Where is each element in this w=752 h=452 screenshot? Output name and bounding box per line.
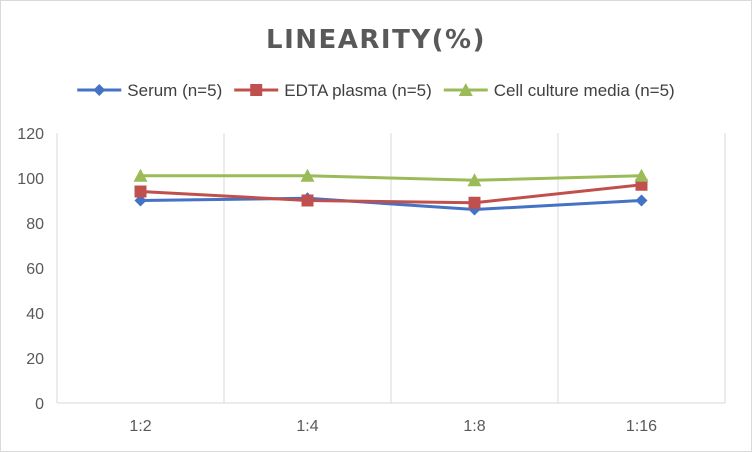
data-point [134, 185, 147, 198]
series-line [140, 196, 642, 211]
legend-marker [458, 83, 473, 96]
series-line [140, 174, 642, 182]
data-point [634, 168, 649, 182]
y-axis: 0 20 40 60 80 100 120 [17, 126, 44, 413]
legend-label: Serum (n=5) [127, 81, 222, 100]
legend-item-2: EDTA plasma (n=5) [234, 81, 432, 100]
series-group [133, 168, 649, 216]
y-tick-label: 120 [17, 126, 44, 143]
legend-marker [93, 84, 106, 96]
x-tick-label: 1:16 [626, 418, 657, 435]
data-point [635, 194, 648, 207]
data-point [301, 194, 314, 207]
legend: Serum (n=5) EDTA plasma (n=5) Cell culture… [77, 81, 675, 100]
y-tick-label: 20 [26, 351, 44, 368]
x-axis: 1:2 1:4 1:8 1:16 [129, 418, 657, 435]
legend-marker [250, 84, 263, 96]
x-tick-label: 1:4 [296, 418, 318, 435]
x-tick-label: 1:2 [129, 418, 151, 435]
legend-label: EDTA plasma (n=5) [284, 81, 432, 100]
x-tick-label: 1:8 [463, 418, 485, 435]
series-3 [133, 168, 649, 187]
data-point [300, 168, 315, 182]
data-point [468, 196, 481, 209]
chart-title: LINEARITY(%) [266, 25, 486, 55]
y-tick-label: 100 [17, 171, 44, 188]
data-point [133, 168, 148, 182]
data-point [467, 173, 482, 187]
series-line [140, 183, 642, 205]
y-tick-label: 40 [26, 306, 44, 323]
grid [56, 133, 726, 404]
legend-item-3: Cell culture media (n=5) [443, 81, 675, 100]
legend-label: Cell culture media (n=5) [494, 81, 675, 100]
y-tick-label: 60 [26, 261, 44, 278]
legend-item-1: Serum (n=5) [77, 81, 222, 100]
y-tick-label: 0 [35, 396, 44, 413]
y-tick-label: 80 [26, 216, 44, 233]
